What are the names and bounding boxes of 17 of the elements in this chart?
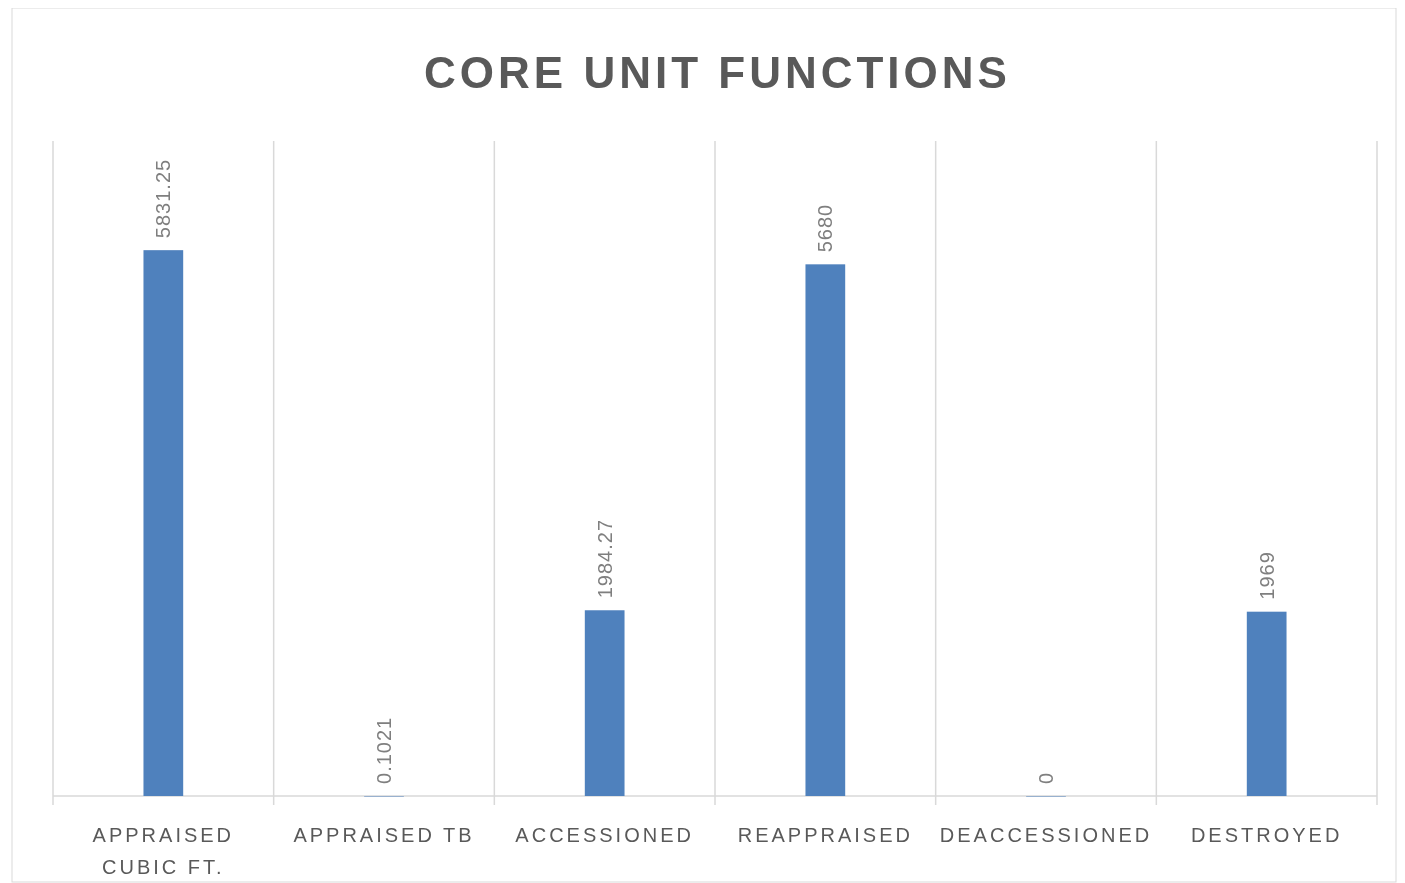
data-label: 0.1021 [373,716,395,784]
bar [584,610,625,796]
x-tick-label: APPRAISED TB [293,824,475,846]
data-label: 5831.25 [152,158,175,239]
x-tick-label: APPRAISED CUBIC FT. [92,824,235,878]
chart-title: CORE UNIT FUNCTIONS [424,48,1011,97]
data-label: 1969 [1255,551,1278,600]
bar [1246,611,1287,796]
bar [143,250,184,796]
x-tick-label: ACCESSIONED [515,824,694,846]
data-label: 0 [1035,771,1057,784]
bar [805,264,846,796]
data-label: 1984.27 [593,518,616,599]
data-label: 5680 [814,203,837,253]
x-tick-label: DEACCESSIONED [939,824,1153,846]
x-tick-label: REAPPRAISED [737,824,913,846]
x-tick-label: DESTROYED [1190,824,1343,846]
